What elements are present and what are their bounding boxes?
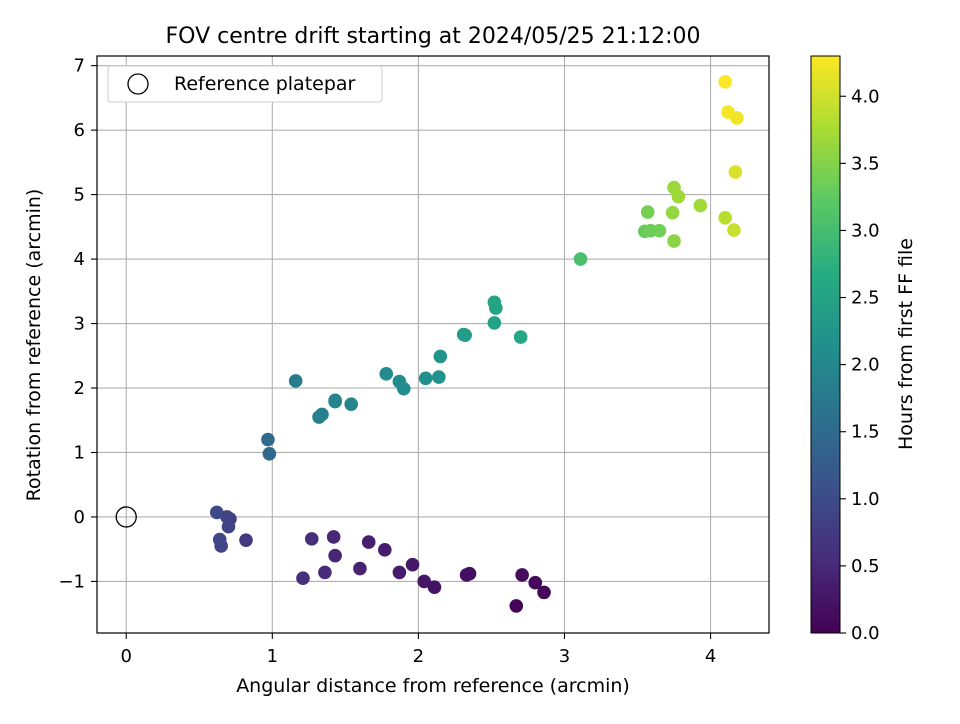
y-tick-label: 4 (74, 249, 85, 270)
colorbar-ticks: 0.0 0.5 1.0 1.5 2.0 2.5 3.0 3.5 4.0 (840, 86, 880, 644)
data-point (537, 585, 551, 600)
data-point (392, 565, 407, 580)
data-point (377, 543, 392, 557)
y-tick-label: 3 (74, 314, 85, 335)
grid-lines (97, 56, 769, 633)
y-tick-label: 7 (74, 56, 85, 77)
data-point (379, 367, 394, 381)
x-tick-label: 2 (413, 646, 424, 667)
data-point (328, 394, 342, 409)
data-point (573, 252, 588, 266)
colorbar-tick-label: 0.0 (851, 623, 880, 644)
data-point (296, 571, 310, 586)
y-tick-label: 6 (74, 120, 85, 141)
data-point (433, 349, 448, 364)
x-axis-label: Angular distance from reference (arcmin) (236, 675, 630, 697)
data-point (261, 432, 275, 447)
data-point (418, 371, 433, 386)
colorbar-tick-label: 3.5 (851, 153, 880, 174)
x-tick-label: 0 (120, 646, 131, 667)
data-point (326, 530, 341, 544)
data-point (209, 505, 224, 520)
data-point (487, 295, 502, 310)
data-point (405, 557, 420, 572)
data-point (239, 533, 253, 547)
data-point (432, 370, 446, 384)
y-tick-label: 5 (74, 185, 85, 206)
y-tick-label: 1 (74, 442, 85, 463)
data-point (328, 548, 342, 563)
data-point (528, 575, 543, 590)
data-point (667, 234, 681, 248)
y-tick-label: 0 (74, 507, 85, 528)
data-point (671, 189, 686, 204)
legend-box (107, 65, 383, 103)
data-point (640, 205, 655, 219)
data-point (220, 510, 234, 524)
data-point (727, 223, 741, 237)
colorbar-tick-label: 2.0 (851, 355, 880, 376)
data-point (288, 374, 303, 388)
legend: Reference platepar (107, 65, 383, 103)
data-point (459, 568, 474, 582)
data-point (693, 198, 708, 213)
y-tick-label: −1 (58, 571, 85, 592)
x-tick-label: 3 (559, 646, 570, 667)
y-tick-label: 2 (74, 378, 85, 399)
x-tick-label: 1 (267, 646, 278, 667)
data-point (513, 330, 528, 344)
data-point (304, 532, 319, 546)
data-point (353, 561, 367, 576)
data-point (458, 328, 472, 342)
data-point (427, 580, 442, 595)
y-axis-label: Rotation from reference (arcmin) (23, 189, 45, 502)
legend-marker-icon (127, 73, 149, 95)
reference-platepar-marker (115, 506, 137, 528)
colorbar-tick-label: 0.5 (851, 556, 880, 577)
data-point (652, 223, 667, 238)
data-point (262, 446, 277, 461)
data-point (515, 568, 529, 582)
data-point (361, 535, 376, 549)
colorbar-gradient (810, 55, 841, 634)
data-points (115, 74, 744, 613)
axis-ticks: 0 1 2 3 4 −1 0 1 2 3 4 5 6 7 (58, 56, 716, 667)
data-point (315, 407, 329, 422)
colorbar-tick-label: 4.0 (851, 86, 880, 107)
data-point (344, 397, 358, 411)
data-point (487, 316, 502, 330)
colorbar-tick-label: 2.5 (851, 288, 880, 309)
colorbar-tick-label: 3.0 (851, 220, 880, 241)
data-point (318, 565, 332, 580)
chart-title: FOV centre drift starting at 2024/05/25 … (166, 24, 701, 49)
colorbar-tick-label: 1.0 (851, 489, 880, 510)
plot-frame (96, 55, 770, 634)
data-point (417, 574, 432, 589)
data-point (718, 74, 732, 89)
data-point (396, 381, 411, 396)
x-tick-label: 4 (705, 646, 716, 667)
colorbar-tick-label: 1.5 (851, 422, 880, 443)
data-point (509, 599, 524, 613)
data-point (721, 105, 735, 119)
legend-label: Reference platepar (174, 73, 356, 95)
data-point (718, 211, 732, 225)
data-point (212, 532, 227, 547)
data-point (728, 165, 743, 179)
colorbar-label: Hours from first FF file (895, 238, 917, 450)
data-point (665, 205, 680, 220)
colorbar: 0.0 0.5 1.0 1.5 2.0 2.5 3.0 3.5 4.0 Hours from f… (810, 55, 917, 644)
